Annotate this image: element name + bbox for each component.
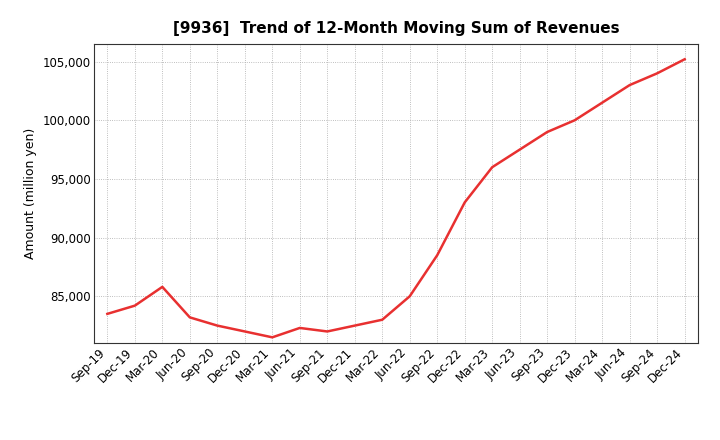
Y-axis label: Amount (million yen): Amount (million yen): [24, 128, 37, 259]
Title: [9936]  Trend of 12-Month Moving Sum of Revenues: [9936] Trend of 12-Month Moving Sum of R…: [173, 21, 619, 36]
